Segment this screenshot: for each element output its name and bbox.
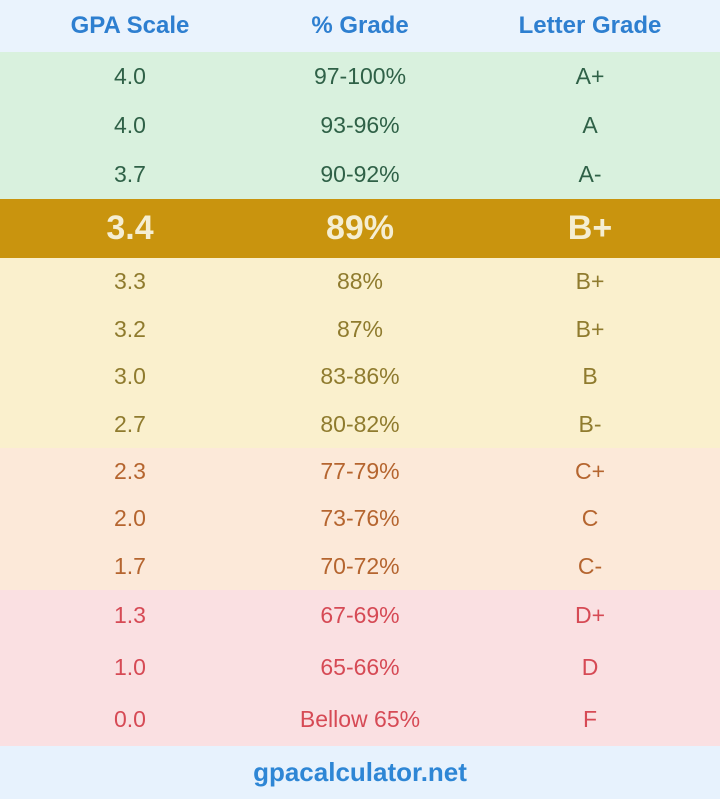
footer: gpacalculator.net [0, 745, 720, 799]
gpa-value: 3.4 [106, 209, 154, 247]
percent-value: 70-72% [320, 552, 400, 579]
percent-value: 73-76% [320, 505, 400, 532]
percent-value: 83-86% [320, 363, 400, 390]
percent-value: 89% [325, 209, 395, 247]
table-row: 2.3 77-79% C+ [0, 448, 720, 496]
gpa-value: 1.3 [114, 602, 146, 629]
letter-value: C+ [574, 458, 606, 485]
table-row: 2.7 80-82% B- [0, 400, 720, 448]
percent-value: 93-96% [320, 112, 400, 138]
percent-value: 80-82% [320, 410, 400, 437]
gpa-value: 3.7 [114, 161, 146, 187]
gpa-value: 2.7 [114, 410, 146, 437]
percent-value: 97-100% [313, 63, 407, 89]
gpa-value: 0.0 [114, 706, 146, 733]
table-row: 4.0 93-96% A [0, 101, 720, 150]
site-link[interactable]: gpacalculator.net [253, 756, 467, 787]
letter-value: B+ [567, 209, 613, 247]
letter-value: F [582, 706, 598, 733]
gpa-value: 2.3 [114, 458, 146, 485]
letter-value: A- [578, 161, 602, 187]
table-row: 1.0 65-66% D [0, 641, 720, 694]
percent-value: 90-92% [320, 161, 400, 187]
highlighted-result-row: 3.4 89% B+ [0, 199, 720, 258]
gpa-value: 3.3 [114, 268, 146, 295]
gpa-value: 4.0 [114, 63, 146, 89]
letter-value: D+ [574, 602, 606, 629]
gpa-value: 2.0 [114, 505, 146, 532]
percent-value: 77-79% [320, 458, 400, 485]
column-header-letter-grade: Letter Grade [518, 12, 662, 39]
percent-value: 88% [336, 268, 384, 295]
letter-value: B [582, 363, 598, 390]
percent-value: 65-66% [320, 654, 400, 681]
table-header-row: GPA Scale % Grade Letter Grade [0, 0, 720, 52]
letter-value: A+ [575, 63, 605, 89]
gpa-value: 3.2 [114, 315, 146, 342]
table-row: 3.2 87% B+ [0, 305, 720, 353]
column-header-gpa-scale: GPA Scale [70, 12, 190, 39]
table-row: 3.0 83-86% B [0, 353, 720, 401]
letter-value: B- [578, 410, 602, 437]
letter-value: B+ [575, 315, 605, 342]
letter-value: B+ [575, 268, 605, 295]
table-row: 4.0 97-100% A+ [0, 52, 720, 101]
letter-value: A [582, 112, 598, 138]
table-row: 0.0 Bellow 65% F [0, 693, 720, 746]
column-header-percent-grade: % Grade [311, 12, 409, 39]
gpa-value: 1.7 [114, 552, 146, 579]
table-row: 1.7 70-72% C- [0, 542, 720, 590]
gpa-value: 4.0 [114, 112, 146, 138]
gpa-value: 3.0 [114, 363, 146, 390]
table-row: 2.0 73-76% C [0, 495, 720, 543]
table-row: 1.3 67-69% D+ [0, 589, 720, 642]
letter-value: C [581, 505, 599, 532]
gpa-value: 1.0 [114, 654, 146, 681]
letter-value: D [581, 654, 599, 681]
table-row: 3.7 90-92% A- [0, 150, 720, 199]
percent-value: 67-69% [320, 602, 400, 629]
letter-value: C- [577, 552, 603, 579]
percent-value: Bellow 65% [299, 706, 421, 733]
percent-value: 87% [336, 315, 384, 342]
table-row: 3.3 88% B+ [0, 258, 720, 306]
